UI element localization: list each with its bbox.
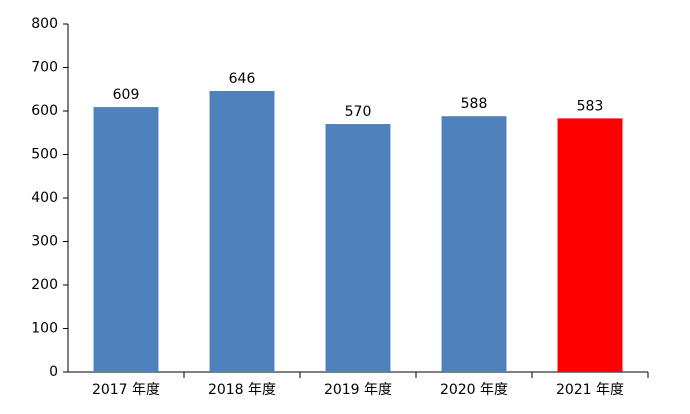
- data-label: 588: [461, 96, 488, 112]
- data-label: 570: [345, 104, 372, 120]
- y-tick-label: 200: [31, 277, 58, 293]
- y-tick-label: 600: [31, 103, 58, 119]
- bar: [557, 118, 623, 373]
- bar: [441, 116, 507, 372]
- y-tick-label: 400: [31, 190, 58, 206]
- bar: [93, 107, 159, 373]
- data-label: 646: [229, 71, 256, 87]
- x-tick-label: 2018 年度: [208, 382, 276, 398]
- data-label: 583: [577, 98, 604, 114]
- x-tick-label: 2017 年度: [92, 382, 160, 398]
- y-tick-label: 700: [31, 60, 58, 76]
- x-tick-label: 2021 年度: [556, 382, 624, 398]
- bar: [325, 124, 391, 372]
- data-label: 609: [113, 87, 140, 103]
- y-tick-label: 500: [31, 147, 58, 163]
- y-tick-label: 100: [31, 321, 58, 337]
- x-tick-label: 2020 年度: [440, 382, 508, 398]
- x-tick-label: 2019 年度: [324, 382, 392, 398]
- y-tick-label: 300: [31, 234, 58, 250]
- y-tick-label: 0: [49, 364, 58, 380]
- y-tick-label: 800: [31, 16, 58, 32]
- bar: [209, 90, 275, 373]
